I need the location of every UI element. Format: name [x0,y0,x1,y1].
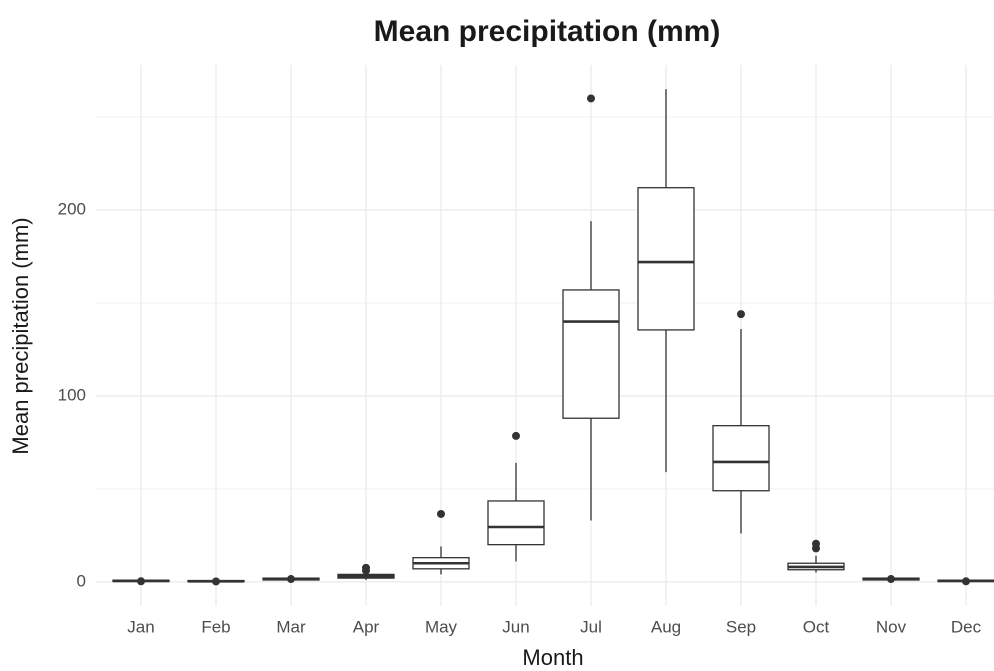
x-axis-title: Month [522,645,583,670]
box [562,289,620,419]
box [712,425,770,492]
x-tick-label: Aug [651,617,681,636]
outlier [737,310,745,319]
box [487,500,545,546]
outlier [362,563,370,572]
outlier [287,575,295,584]
outlier [212,577,220,586]
x-tick-label: Jun [502,617,529,636]
x-tick-label: Sep [726,617,756,636]
outlier [437,509,445,518]
y-tick-label: 200 [58,199,86,218]
x-tick-label: Jul [580,617,602,636]
box [637,187,695,331]
outlier [887,575,895,584]
y-tick-label: 0 [77,571,86,590]
x-tick-label: Mar [276,617,306,636]
x-tick-label: Jan [127,617,154,636]
outlier [812,539,820,548]
chart-title: Mean precipitation (mm) [374,15,721,48]
y-tick-label: 100 [58,385,86,404]
outlier [512,431,520,440]
outlier [137,577,145,586]
x-tick-label: Feb [201,617,230,636]
x-tick-label: Oct [803,617,830,636]
x-tick-label: Nov [876,617,907,636]
outlier [587,94,595,103]
y-axis-title: Mean precipitation (mm) [8,217,33,454]
x-tick-label: Apr [353,617,380,636]
outlier [962,577,970,586]
x-tick-label: May [425,617,458,636]
x-tick-label: Dec [951,617,982,636]
